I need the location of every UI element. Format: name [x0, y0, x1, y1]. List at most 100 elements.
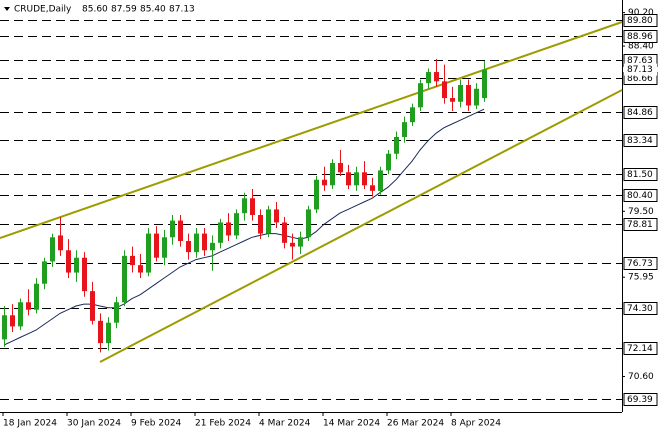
candle-body — [34, 283, 39, 310]
candle-body — [322, 179, 327, 186]
candle-body — [282, 222, 287, 243]
candle-body — [154, 233, 159, 258]
candle-body — [354, 172, 359, 186]
plot: 18 Jan 2024 30 Jan 2024 9 Feb 2024 21 Feb 2… — [2, 59, 501, 429]
candle-body — [370, 185, 375, 191]
candle-body — [442, 81, 447, 99]
candle-body — [210, 242, 215, 251]
candle-body — [250, 198, 255, 216]
candle-body — [466, 85, 471, 106]
candle-body — [266, 209, 271, 234]
x-tick-label: 4 Mar 2024 — [259, 419, 311, 429]
candle-body — [226, 222, 231, 236]
candle-body — [482, 69, 487, 99]
candle-body — [306, 209, 311, 238]
level-label: 76.73 — [627, 259, 653, 269]
candle-body — [450, 98, 455, 102]
candle-body — [58, 235, 63, 251]
candle-body — [42, 261, 47, 284]
candle-body — [386, 153, 391, 171]
level-label: 86.66 — [627, 74, 653, 84]
price-axis: 90.20 88.40 79.50 75.95 70.60 89.80 88.96 87.63… — [622, 8, 658, 406]
level-label: 88.96 — [627, 32, 653, 42]
candle-body — [138, 265, 143, 273]
y-tick-label: 79.50 — [628, 207, 654, 217]
level-label: 69.39 — [627, 395, 653, 405]
candle-body — [146, 233, 151, 273]
candle-body — [74, 257, 79, 273]
y-tick-label: 75.95 — [628, 273, 654, 283]
level-label-box — [623, 218, 658, 231]
candle-body — [234, 213, 239, 236]
level-label-box — [623, 168, 658, 181]
x-tick-label: 21 Feb 2024 — [195, 419, 251, 429]
candle-body — [410, 107, 415, 123]
level-label: 83.34 — [627, 136, 653, 146]
candle-body — [162, 237, 167, 258]
trend-line-upper — [0, 21, 623, 239]
last-price-label: 87.13 — [627, 65, 653, 75]
candle-body — [290, 242, 295, 247]
level-label-box — [623, 393, 658, 406]
high-value: 87.59 — [111, 5, 137, 15]
candle-body — [2, 315, 7, 340]
candle-body — [114, 302, 119, 323]
candle-body — [202, 233, 207, 251]
y-tick-label: 70.60 — [628, 372, 654, 382]
level-label-box — [623, 257, 658, 270]
candle-body — [66, 250, 71, 273]
candle-body — [346, 172, 351, 186]
level-label: 84.86 — [627, 108, 653, 118]
level-label-box — [623, 134, 658, 147]
candle-body — [298, 237, 303, 247]
x-tick-label: 14 Mar 2024 — [323, 419, 380, 429]
candle-body — [426, 72, 431, 84]
y-tick-label: 88.40 — [628, 42, 654, 52]
candle-body — [330, 163, 335, 186]
x-tick-label: 30 Jan 2024 — [67, 419, 121, 429]
level-label: 81.50 — [627, 170, 653, 180]
open-value: 85.60 — [82, 5, 108, 15]
level-label-box — [623, 189, 658, 202]
candle-body — [314, 179, 319, 210]
level-label-box — [623, 302, 658, 315]
candle-body — [394, 137, 399, 154]
moving-average — [3, 108, 485, 346]
candle-body — [402, 122, 407, 138]
symbol-title: CRUDE,Daily — [14, 5, 72, 15]
level-label: 80.40 — [627, 191, 653, 201]
level-label: 87.63 — [627, 56, 653, 66]
candle-body — [474, 88, 479, 106]
candle-body — [10, 315, 15, 327]
candle-body — [26, 302, 31, 310]
levels — [0, 20, 622, 400]
candle-body — [418, 83, 423, 108]
last-price-box — [624, 63, 657, 76]
candle-body — [194, 233, 199, 253]
x-tick-label: 9 Feb 2024 — [131, 419, 182, 429]
collapse-arrow[interactable] — [4, 7, 10, 11]
candle-body — [242, 198, 247, 214]
candle-body — [378, 170, 383, 191]
candle-body — [130, 255, 135, 266]
candle-body — [338, 163, 343, 173]
candle-body — [122, 255, 127, 303]
candle-body — [90, 291, 95, 321]
x-tick-label: 18 Jan 2024 — [3, 419, 57, 429]
candle-body — [218, 222, 223, 243]
level-label-box — [623, 106, 658, 119]
candle-body — [178, 220, 183, 241]
level-label-box — [623, 30, 658, 43]
candle-body — [50, 237, 55, 262]
candle-body — [106, 322, 111, 344]
candle-body — [274, 209, 279, 223]
candle-body — [98, 320, 103, 344]
candle-body — [362, 172, 367, 186]
level-label-box — [623, 342, 658, 355]
level-label: 74.30 — [627, 304, 653, 314]
candle-body — [170, 220, 175, 238]
trend-line-lower — [99, 89, 623, 363]
level-label: 78.81 — [627, 220, 653, 230]
